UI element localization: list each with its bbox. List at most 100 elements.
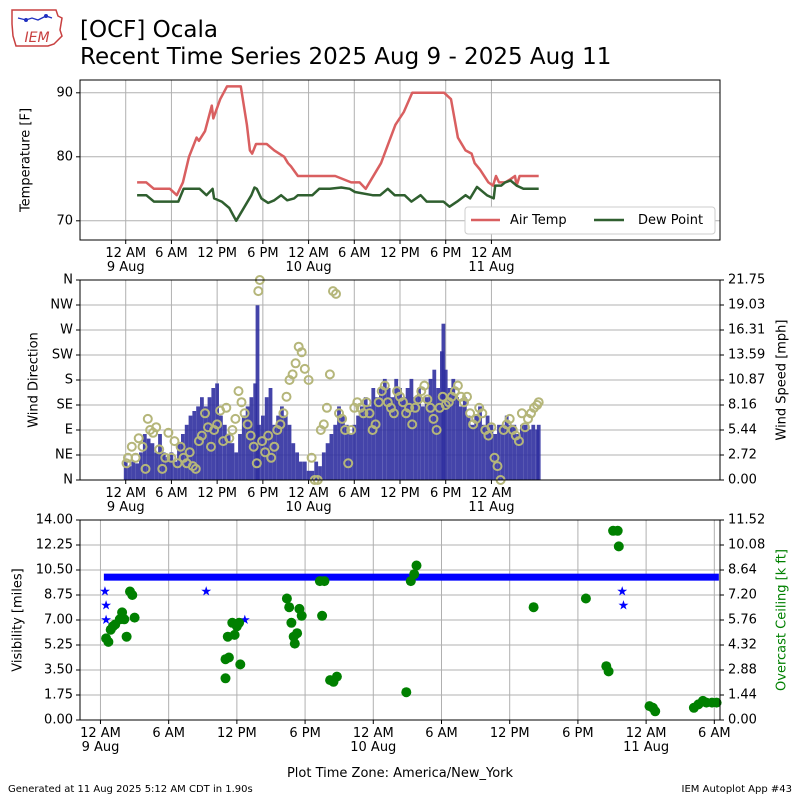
wind-speed-bar — [238, 434, 242, 480]
wind-xtick-label: 12 PM — [197, 486, 237, 501]
wind-speed-bar — [348, 434, 353, 480]
dew-point-line — [137, 179, 539, 223]
wind-speed-bar — [493, 434, 498, 480]
ceiling-point — [331, 671, 342, 682]
wind-speed-bar — [306, 470, 311, 480]
wind-speed-bar — [443, 369, 448, 480]
wind-speed-bar — [367, 406, 372, 480]
wind-speed-bar — [497, 424, 501, 480]
wind-direction-point — [431, 425, 442, 435]
wind-direction-point — [184, 447, 195, 458]
ceiling-tick-label: 2.88 — [728, 663, 757, 678]
vis-xtick-label: 6 PM — [289, 726, 320, 741]
wind-direction-point — [361, 397, 372, 408]
wind-direction-point — [404, 402, 415, 413]
wind-direction-point — [520, 422, 530, 433]
wind-speed-bar — [131, 461, 136, 480]
wind-speed-bar — [489, 424, 494, 480]
wind-ytick-label: W — [60, 323, 73, 338]
wind-speed-bar — [280, 406, 284, 480]
wind-direction-point — [163, 427, 174, 438]
wind-direction-point — [224, 433, 235, 444]
ceiling-point — [284, 602, 295, 613]
wind-speed-tick-label: 0.00 — [728, 473, 757, 488]
temp-xtick-date: 9 Aug — [107, 260, 145, 275]
wind-direction-point — [140, 463, 151, 474]
wind-direction-point — [154, 444, 165, 455]
page-title: [OCF] Ocala — [80, 17, 218, 43]
wind-speed-bar — [314, 461, 319, 480]
ceiling-point — [286, 617, 297, 628]
wind-speed-bar — [481, 424, 486, 480]
wind-direction-point — [462, 391, 472, 402]
wind-direction-point — [398, 397, 408, 408]
wind-direction-point — [196, 430, 207, 441]
wind-speed-bar — [226, 434, 231, 480]
vis-xtick-label: 12 PM — [217, 726, 257, 741]
temp-xtick-label: 6 PM — [430, 246, 461, 261]
wind-direction-point — [221, 402, 232, 413]
wind-speed-bar — [241, 415, 246, 480]
wind-speed-bar — [413, 397, 418, 480]
footer-generated-text: Generated at 11 Aug 2025 5:12 AM CDT in … — [8, 784, 253, 795]
temp-xtick-label: 6 PM — [247, 246, 278, 261]
wind-direction-point — [324, 369, 335, 380]
wind-direction-point — [296, 347, 307, 358]
wind-xtick-label: 12 AM — [471, 486, 512, 501]
ceiling-tick-label: 1.44 — [728, 688, 757, 703]
wind-speed-bar — [181, 434, 185, 480]
wind-speed-bar — [207, 397, 212, 480]
wind-speed-tick-label: 13.59 — [728, 348, 765, 363]
temp-xtick-label: 12 PM — [197, 246, 237, 261]
wind-direction-point — [388, 408, 399, 419]
wind-speed-bar — [485, 415, 490, 480]
wind-speed-bar — [302, 461, 307, 480]
ceiling-point — [281, 593, 292, 604]
wind-speed-bar — [462, 397, 467, 480]
wind-speed-bar — [257, 424, 261, 480]
wind-direction-point — [340, 425, 351, 435]
wind-speed-bar — [295, 452, 299, 480]
ceiling-point — [220, 673, 231, 684]
wind-speed-bar — [512, 424, 517, 480]
wind-direction-point — [358, 408, 369, 419]
wind-speed-bar — [363, 397, 368, 480]
wind-direction-point — [471, 413, 482, 424]
wind-direction-point — [489, 452, 500, 463]
ceiling-point — [119, 614, 130, 625]
wind-speed-bar — [455, 397, 459, 480]
vis-xtick-label: 6 AM — [425, 726, 458, 741]
wind-ytick-label: S — [65, 373, 73, 388]
wind-direction-point — [206, 441, 216, 452]
wind-direction-point — [477, 408, 488, 419]
ceiling-tick-label: 5.76 — [728, 613, 757, 628]
wind-speed-bar — [424, 397, 429, 480]
visibility-point: ★ — [100, 613, 112, 628]
wind-speed-bar — [417, 388, 421, 480]
wind-speed-bar — [203, 406, 208, 480]
vis-ytick-label: 7.00 — [44, 613, 73, 628]
temp-ytick-label: 80 — [56, 149, 73, 164]
ceiling-point — [121, 631, 132, 642]
wind-speed-bar — [409, 378, 414, 480]
wind-speed-tick-label: 10.87 — [728, 373, 765, 388]
visibility-ylabel: Visibility [miles] — [11, 568, 26, 671]
wind-direction-point — [253, 286, 264, 297]
wind-xtick-label: 6 AM — [155, 486, 188, 501]
wind-speed-bar — [150, 443, 155, 480]
wind-speed-bar — [398, 388, 402, 480]
temp-ylabel: Temperature [F] — [19, 108, 34, 213]
wind-speed-bar — [405, 388, 410, 480]
wind-direction-point — [281, 391, 292, 402]
wind-direction-point — [278, 408, 289, 419]
wind-speed-bar — [329, 434, 334, 480]
wind-speed-bar — [253, 383, 258, 480]
wind-speed-bar — [390, 397, 395, 480]
wind-speed-bar — [341, 415, 345, 480]
wind-speed-bar — [516, 434, 520, 480]
wind-direction-point — [166, 452, 177, 463]
wind-direction-point — [126, 441, 137, 452]
ceiling-tick-label: 7.20 — [728, 588, 757, 603]
ceiling-point — [409, 569, 420, 580]
